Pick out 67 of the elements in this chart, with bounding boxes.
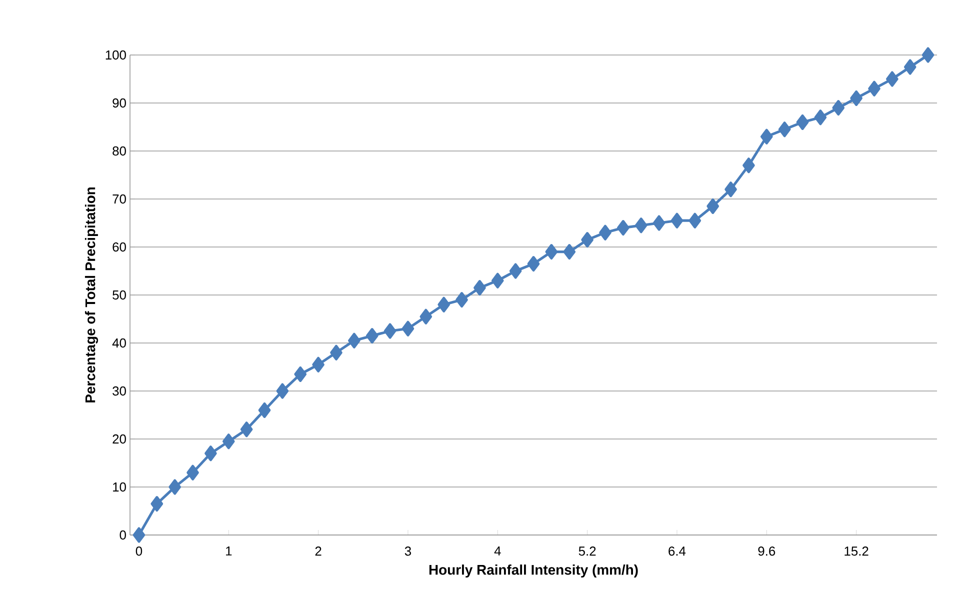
point — [384, 323, 396, 339]
point — [402, 320, 414, 336]
x-tick-label: 15.2 — [844, 546, 868, 556]
x-axis-title: Hourly Rainfall Intensity (mm/h) — [429, 564, 638, 578]
point — [240, 422, 253, 438]
point — [294, 366, 307, 382]
y-tick-label: 20 — [112, 434, 126, 444]
point — [617, 220, 630, 236]
y-tick-label: 10 — [113, 482, 126, 492]
y-tick-label: 50 — [112, 290, 126, 300]
x-tick-label: 1 — [226, 546, 232, 556]
point — [814, 110, 827, 126]
y-tick-label: 90 — [112, 98, 126, 108]
point — [276, 383, 289, 399]
point — [922, 47, 934, 63]
x-tick-label: 2 — [315, 546, 322, 556]
point — [778, 122, 791, 138]
point — [438, 296, 450, 312]
x-tick-label: 9.6 — [758, 546, 776, 556]
point — [832, 100, 845, 116]
y-tick-label: 40 — [112, 338, 126, 348]
point — [348, 332, 360, 348]
point — [868, 80, 880, 96]
point — [581, 232, 594, 248]
x-tick-label: 5.2 — [578, 546, 596, 556]
y-tick-label: 100 — [106, 50, 126, 60]
point — [706, 198, 719, 214]
point — [258, 402, 271, 418]
point — [886, 71, 898, 87]
point — [724, 182, 737, 198]
x-tick-label: 6.4 — [668, 546, 686, 556]
point — [796, 114, 809, 130]
point — [168, 479, 181, 495]
point — [670, 212, 684, 228]
point — [760, 128, 773, 144]
y-tick-label: 70 — [112, 194, 126, 204]
point — [150, 496, 164, 512]
y-tick-label: 0 — [120, 530, 126, 540]
point — [652, 215, 666, 231]
point — [330, 344, 342, 360]
point — [904, 59, 916, 75]
point — [474, 280, 486, 296]
point — [599, 224, 612, 240]
point — [222, 434, 235, 450]
point — [688, 212, 702, 228]
point — [545, 244, 558, 260]
y-tick-label: 30 — [112, 386, 126, 396]
y-tick-label: 60 — [112, 242, 126, 252]
x-tick-label: 0 — [136, 546, 142, 556]
point — [563, 244, 576, 260]
point — [420, 308, 432, 324]
point — [204, 446, 217, 462]
x-tick-label: 4 — [494, 546, 501, 556]
point — [456, 292, 468, 308]
point — [491, 272, 504, 288]
y-tick-label: 80 — [112, 146, 126, 156]
point — [527, 256, 540, 272]
point — [509, 263, 522, 279]
x-tick-label: 3 — [404, 546, 412, 556]
point — [132, 527, 146, 543]
point — [634, 218, 648, 234]
y-axis-title: Percentage of Total Precipitation — [84, 187, 98, 402]
point — [366, 328, 378, 344]
point — [312, 356, 324, 372]
point — [742, 158, 755, 174]
point — [186, 464, 199, 480]
point — [850, 90, 862, 106]
